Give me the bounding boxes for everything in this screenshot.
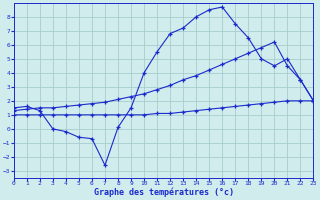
X-axis label: Graphe des températures (°c): Graphe des températures (°c) (94, 188, 234, 197)
